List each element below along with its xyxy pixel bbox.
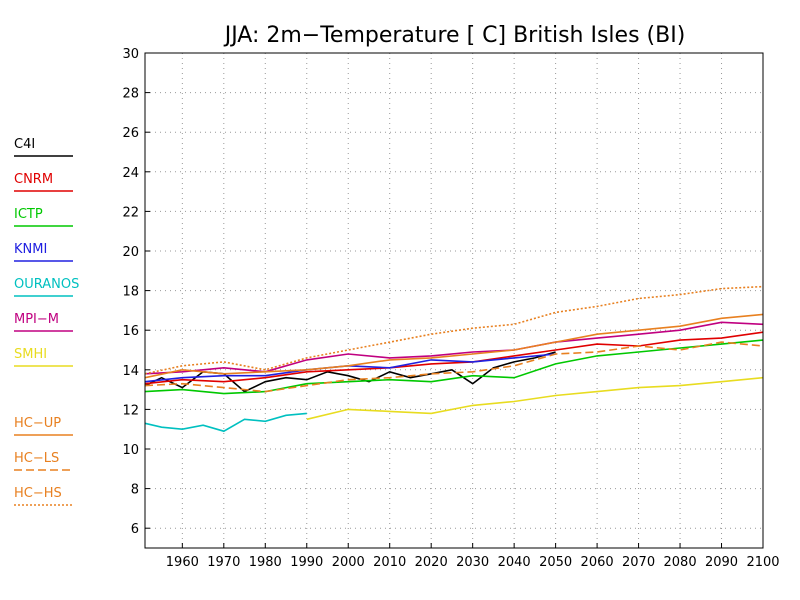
y-tick-label: 24: [122, 166, 139, 181]
x-tick-label: 2040: [498, 555, 531, 570]
y-tick-label: 10: [122, 443, 139, 458]
x-tick-label: 2080: [664, 555, 697, 570]
grid-lines: [145, 52, 764, 548]
x-tick-label: 2020: [415, 555, 448, 570]
x-tick-label: 2050: [539, 555, 572, 570]
y-tick-label: 14: [122, 364, 139, 379]
series-line-7: [144, 313, 764, 379]
x-tick-label: 1990: [290, 555, 323, 570]
series-line-1: [144, 331, 764, 385]
y-tick-label: 6: [131, 522, 139, 537]
legend-label: OURANOS: [14, 277, 79, 292]
x-tick-label: 2060: [581, 555, 614, 570]
y-tick-label: 22: [122, 205, 139, 220]
legend-label: C4I: [14, 137, 35, 152]
x-tick-label: 1960: [166, 555, 199, 570]
chart-title: JJA: 2m−Temperature [ C] British Isles (…: [223, 23, 686, 48]
series-line-6: [306, 376, 764, 421]
y-tick-label: 26: [122, 126, 139, 141]
series-line-4: [144, 412, 307, 433]
series-line-2: [144, 339, 764, 395]
legend-label: HC−LS: [14, 451, 59, 466]
y-tick-label: 20: [122, 245, 139, 260]
y-axis: 6 8 10 12 14 16 18 20 22 24 26 28 30: [122, 47, 150, 537]
legend-label: ICTP: [14, 207, 43, 222]
x-tick-label: 2000: [332, 555, 365, 570]
x-axis: 1960 1970 1980 1990 2000 2010 2020 2030 2040 2050…: [166, 543, 780, 570]
y-tick-label: 18: [122, 285, 139, 300]
legend-label: CNRM: [14, 172, 53, 187]
y-tick-label: 16: [122, 324, 139, 339]
legend-label: SMHI: [14, 347, 47, 362]
x-tick-label: 1980: [249, 555, 282, 570]
legend-label: KNMI: [14, 242, 47, 257]
plot-area-frame: [144, 52, 764, 549]
legend-label: MPI−M: [14, 312, 59, 327]
y-tick-label: 12: [122, 403, 139, 418]
x-tick-label: 2010: [373, 555, 406, 570]
series-line-9: [144, 285, 764, 375]
x-tick-label: 2030: [456, 555, 489, 570]
x-tick-label: 1970: [207, 555, 240, 570]
x-tick-label: 2090: [705, 555, 738, 570]
x-tick-label: 2100: [746, 555, 779, 570]
y-tick-label: 30: [122, 47, 139, 62]
x-tick-label: 2070: [622, 555, 655, 570]
series-lines: [144, 285, 764, 433]
y-tick-label: 8: [131, 483, 139, 498]
y-tick-label: 28: [122, 87, 139, 102]
legend: C4I CNRM ICTP KNMI OURANOS MPI−M SMHI HC−UP HC−L…: [14, 137, 79, 506]
series-line-8: [144, 341, 764, 393]
legend-label: HC−UP: [14, 416, 61, 431]
series-line-5: [144, 321, 764, 375]
legend-label: HC−HS: [14, 486, 62, 501]
